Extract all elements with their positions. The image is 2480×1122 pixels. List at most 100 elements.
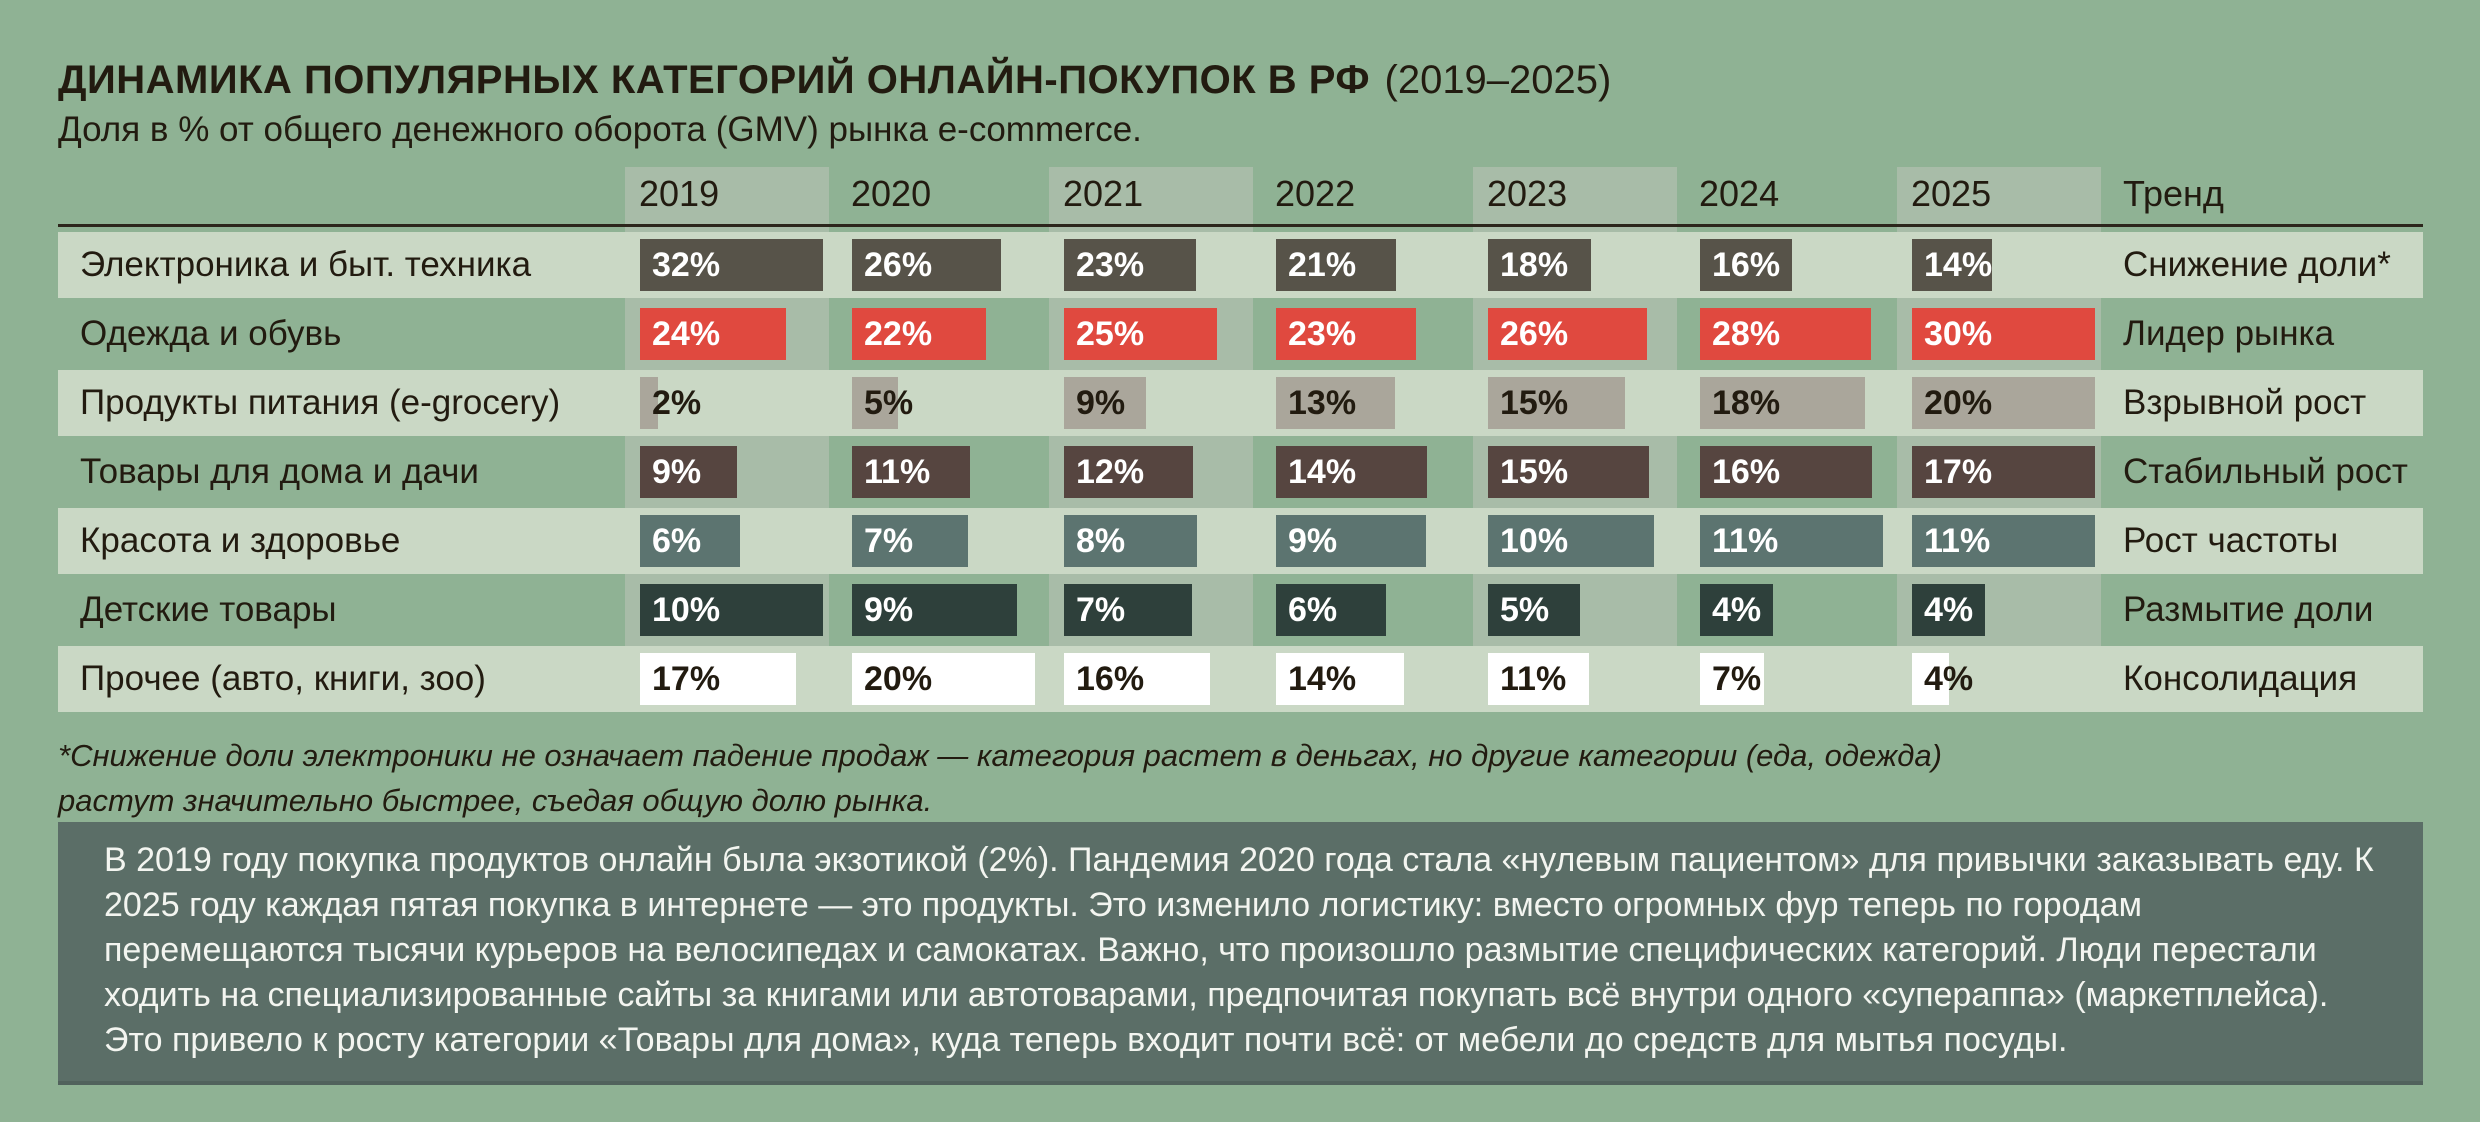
value-bar (1488, 653, 1589, 705)
value-bar (1700, 515, 1883, 567)
category-label: Электроника и быт. техника (80, 245, 532, 284)
value-bar (1700, 584, 1773, 636)
value-bar (1488, 446, 1649, 498)
value-label: 23% (1076, 246, 1145, 284)
value-label: 23% (1288, 315, 1357, 353)
category-label: Прочее (авто, книги, зоо) (80, 659, 486, 698)
value-bar (640, 308, 786, 360)
value-label: 9% (652, 453, 702, 491)
value-bar (852, 377, 898, 429)
value-label: 5% (1500, 591, 1550, 629)
value-label: 8% (1076, 522, 1126, 560)
value-label: 10% (1500, 522, 1569, 560)
value-bar (1488, 377, 1625, 429)
value-bar (1488, 515, 1654, 567)
column-header-2019: 2019 (639, 173, 720, 214)
value-label: 26% (1500, 315, 1569, 353)
value-label: 17% (652, 660, 721, 698)
value-label: 13% (1288, 384, 1357, 422)
value-bar (1276, 239, 1396, 291)
value-bar (640, 584, 823, 636)
value-label: 17% (1924, 453, 1993, 491)
value-label: 2% (652, 384, 702, 422)
value-bar (640, 653, 796, 705)
value-label: 10% (652, 591, 721, 629)
value-label: 6% (652, 522, 702, 560)
value-bar (1064, 515, 1197, 567)
value-bar (1912, 239, 1992, 291)
footnote-line-2: растут значительно быстрее, съедая общую… (58, 783, 933, 818)
value-bar (1064, 308, 1217, 360)
header-divider-line (58, 224, 2423, 227)
value-label: 16% (1076, 660, 1145, 698)
value-label: 14% (1924, 246, 1993, 284)
value-label: 28% (1712, 315, 1781, 353)
value-label: 20% (1924, 384, 1993, 422)
value-bar (1064, 239, 1196, 291)
category-label: Детские товары (80, 590, 337, 629)
value-label: 14% (1288, 660, 1357, 698)
trend-label: Взрывной рост (2123, 383, 2367, 422)
value-label: 9% (1288, 522, 1338, 560)
row-band (58, 646, 2423, 712)
value-label: 9% (864, 591, 914, 629)
summary-text: В 2019 году покупка продуктов онлайн был… (104, 841, 2374, 1059)
value-bar (1064, 377, 1146, 429)
value-label: 20% (864, 660, 933, 698)
value-bar (1488, 239, 1591, 291)
value-bar (1276, 515, 1426, 567)
page-title: ДИНАМИКА ПОПУЛЯРНЫХ КАТЕГОРИЙ ОНЛАЙН-ПОК… (58, 58, 1611, 103)
value-label: 22% (864, 315, 933, 353)
value-bar (1064, 653, 1210, 705)
value-label: 12% (1076, 453, 1145, 491)
category-label: Продукты питания (e-grocery) (80, 383, 561, 422)
value-bar (1700, 377, 1865, 429)
value-bar (640, 377, 658, 429)
value-bar (1912, 584, 1985, 636)
column-header-2022: 2022 (1275, 173, 1356, 214)
value-label: 11% (1924, 522, 1991, 560)
value-bar (1276, 584, 1386, 636)
value-bar (1912, 377, 2095, 429)
value-bar (1276, 446, 1427, 498)
value-bar (640, 239, 823, 291)
value-bar (852, 584, 1017, 636)
trend-label: Рост частоты (2123, 521, 2339, 560)
row-band (58, 232, 2423, 298)
value-bar (1488, 308, 1647, 360)
column-header-2024: 2024 (1699, 173, 1780, 214)
value-label: 6% (1288, 591, 1338, 629)
value-label: 15% (1500, 384, 1569, 422)
value-bar (852, 308, 986, 360)
value-bar (1276, 653, 1404, 705)
value-label: 25% (1076, 315, 1145, 353)
footnote: *Снижение доли электроники не означает п… (58, 733, 1942, 823)
trend-label: Лидер рынка (2123, 314, 2335, 353)
category-label: Красота и здоровье (80, 521, 401, 560)
value-bar (1276, 308, 1416, 360)
column-header-trend: Тренд (2123, 173, 2224, 214)
value-label: 30% (1924, 315, 1993, 353)
value-label: 5% (864, 384, 914, 422)
value-label: 32% (652, 246, 721, 284)
value-label: 18% (1500, 246, 1569, 284)
value-label: 4% (1924, 660, 1974, 698)
value-bar (1064, 446, 1193, 498)
value-bar (1700, 446, 1872, 498)
value-label: 15% (1500, 453, 1569, 491)
page-subtitle: Доля в % от общего денежного оборота (GM… (58, 110, 1142, 149)
value-label: 4% (1924, 591, 1974, 629)
value-bar (640, 446, 737, 498)
title-text: ДИНАМИКА ПОПУЛЯРНЫХ КАТЕГОРИЙ ОНЛАЙН-ПОК… (58, 58, 1371, 102)
summary-box: В 2019 году покупка продуктов онлайн был… (58, 822, 2423, 1085)
footnote-line-1: *Снижение доли электроники не означает п… (58, 738, 1942, 773)
value-bar (1700, 308, 1871, 360)
value-bar (852, 653, 1035, 705)
value-bar (1700, 239, 1792, 291)
column-header-2021: 2021 (1063, 173, 1144, 214)
value-label: 11% (1712, 522, 1779, 560)
value-label: 24% (652, 315, 721, 353)
category-label: Одежда и обувь (80, 314, 342, 353)
